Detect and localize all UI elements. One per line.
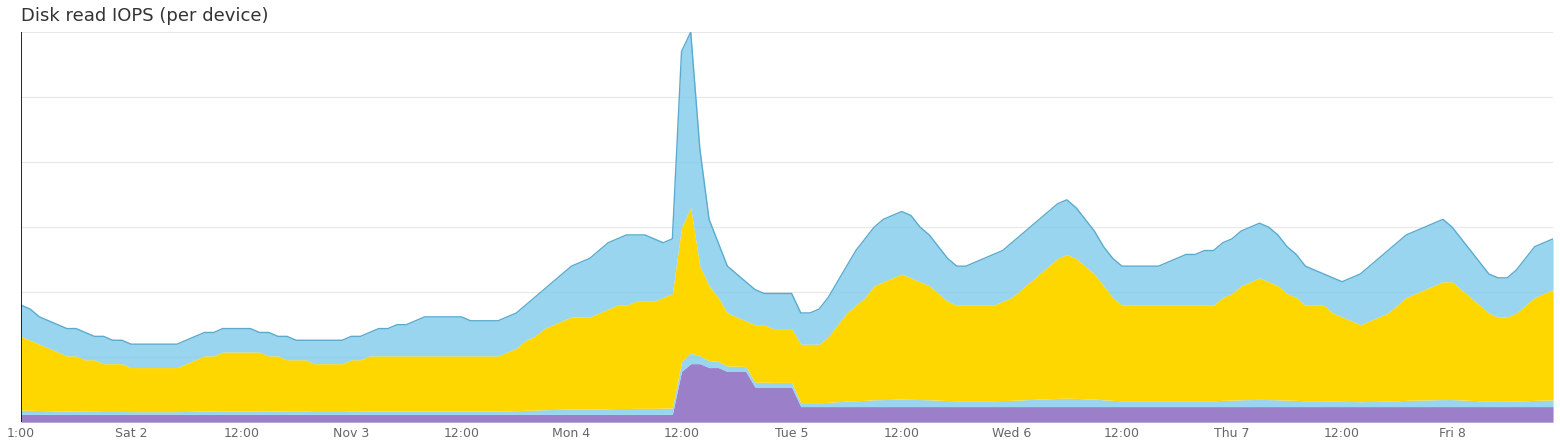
Text: Disk read IOPS (per device): Disk read IOPS (per device) [20,7,268,25]
